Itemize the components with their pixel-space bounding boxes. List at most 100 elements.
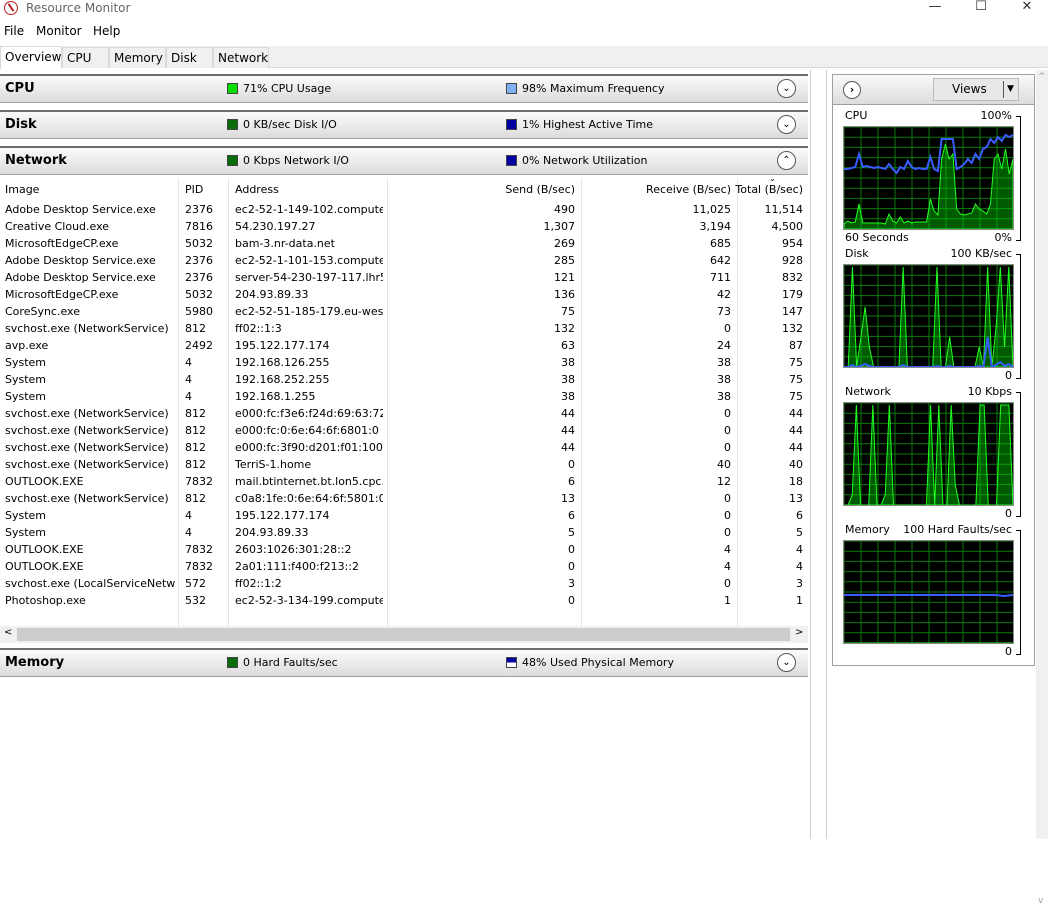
scroll-down-icon[interactable]: v bbox=[1038, 896, 1044, 906]
cell-pid: 7832 bbox=[185, 475, 213, 488]
table-row[interactable]: svchost.exe (LocalServiceNetwo... 572 ff02… bbox=[0, 576, 808, 593]
table-row[interactable]: svchost.exe (NetworkService) 812 c0a8:1fe:… bbox=[0, 491, 808, 508]
close-button[interactable]: ✕ bbox=[1021, 0, 1033, 14]
cpu-section-header[interactable]: CPU 71% CPU Usage 98% Maximum Frequency … bbox=[0, 74, 808, 103]
scroll-up-icon[interactable]: ^ bbox=[1038, 72, 1046, 82]
max-frequency-stat: 98% Maximum Frequency bbox=[522, 82, 665, 95]
table-row[interactable]: OUTLOOK.EXE 7832 2603:1026:301:28::2 0 4 4 bbox=[0, 542, 808, 559]
table-row[interactable]: MicrosoftEdgeCP.exe 5032 204.93.89.33 136 42… bbox=[0, 287, 808, 304]
graph-title: Network bbox=[845, 385, 891, 398]
views-dropdown-arrow-icon[interactable]: ▼ bbox=[1003, 81, 1017, 98]
table-row[interactable]: System 4 192.168.252.255 38 38 75 bbox=[0, 372, 808, 389]
used-memory-stat: 48% Used Physical Memory bbox=[522, 656, 674, 669]
cell-pid: 812 bbox=[185, 424, 206, 437]
cell-pid: 7832 bbox=[185, 560, 213, 573]
tab-disk[interactable]: Disk bbox=[166, 47, 213, 68]
hard-faults-stat: 0 Hard Faults/sec bbox=[243, 656, 338, 669]
table-row[interactable]: System 4 192.168.1.255 38 38 75 bbox=[0, 389, 808, 406]
cell-total: 179 bbox=[782, 288, 803, 301]
disk-section-header[interactable]: Disk 0 KB/sec Disk I/O 1% Highest Active… bbox=[0, 110, 808, 139]
table-row[interactable]: OUTLOOK.EXE 7832 mail.btinternet.bt.lon5.c… bbox=[0, 474, 808, 491]
collapse-panel-chevron-right-icon[interactable]: › bbox=[843, 81, 861, 99]
cell-image: svchost.exe (NetworkService) bbox=[5, 441, 169, 454]
menu-file[interactable]: File bbox=[4, 24, 25, 38]
cell-send: 0 bbox=[568, 543, 575, 556]
table-row[interactable]: Adobe Desktop Service.exe 2376 server-54-2… bbox=[0, 270, 808, 287]
cell-pid: 5980 bbox=[185, 305, 213, 318]
cell-pid: 5032 bbox=[185, 237, 213, 250]
cell-receive: 4 bbox=[724, 543, 731, 556]
graph-max-label: 10 Kbps bbox=[967, 385, 1012, 398]
table-row[interactable]: svchost.exe (NetworkService) 812 e000:fc:f… bbox=[0, 406, 808, 423]
tab-memory[interactable]: Memory bbox=[109, 47, 166, 68]
tab-cpu[interactable]: CPU bbox=[62, 47, 109, 68]
graph-title: Memory bbox=[845, 523, 890, 536]
cell-total: 4 bbox=[796, 560, 803, 573]
cell-image: OUTLOOK.EXE bbox=[5, 543, 84, 556]
collapse-chevron-up-icon[interactable]: ⌃ bbox=[777, 151, 796, 170]
cell-total: 40 bbox=[789, 458, 803, 471]
menu-monitor[interactable]: Monitor bbox=[36, 24, 82, 38]
cell-send: 136 bbox=[554, 288, 575, 301]
table-row[interactable]: avp.exe 2492 195.122.177.174 63 24 87 bbox=[0, 338, 808, 355]
cell-address: ec2-52-3-134-199.compute... bbox=[235, 594, 383, 607]
column-header-image[interactable]: Image bbox=[5, 183, 40, 196]
graph-timespan-label: 60 Seconds bbox=[845, 231, 909, 244]
cell-receive: 0 bbox=[724, 577, 731, 590]
active-time-stat: 1% Highest Active Time bbox=[522, 118, 653, 131]
column-header-total[interactable]: Total (B/sec) bbox=[735, 183, 803, 196]
memory-section-header[interactable]: Memory 0 Hard Faults/sec 48% Used Physic… bbox=[0, 648, 808, 677]
table-row[interactable]: CoreSync.exe 5980 ec2-52-51-185-179.eu-wes… bbox=[0, 304, 808, 321]
graph-max-label: 100 KB/sec bbox=[950, 247, 1012, 260]
network-section-header[interactable]: Network 0 Kbps Network I/O 0% Network Ut… bbox=[0, 146, 808, 175]
scroll-left-icon[interactable]: < bbox=[4, 627, 13, 638]
scroll-right-icon[interactable]: > bbox=[795, 627, 804, 638]
table-row[interactable]: MicrosoftEdgeCP.exe 5032 bam-3.nr-data.net… bbox=[0, 236, 808, 253]
cell-address: c0a8:1fe:0:6e:64:6f:5801:0 bbox=[235, 492, 383, 505]
menu-help[interactable]: Help bbox=[93, 24, 121, 38]
cell-send: 269 bbox=[554, 237, 575, 250]
table-row[interactable]: OUTLOOK.EXE 7832 2a01:111:f400:f213::2 0 4 4 bbox=[0, 559, 808, 576]
network-utilization-stat: 0% Network Utilization bbox=[522, 154, 648, 167]
cell-send: 44 bbox=[561, 424, 575, 437]
vertical-scrollbar[interactable]: ^ v bbox=[1036, 70, 1048, 906]
table-row[interactable]: Photoshop.exe 532 ec2-52-3-134-199.compute… bbox=[0, 593, 808, 610]
table-row[interactable]: Creative Cloud.exe 7816 54.230.197.27 1,307… bbox=[0, 219, 808, 236]
column-header-pid[interactable]: PID bbox=[185, 183, 204, 196]
table-row[interactable]: System 4 204.93.89.33 5 0 5 bbox=[0, 525, 808, 542]
cell-address: ec2-52-1-149-102.compute... bbox=[235, 203, 383, 216]
cell-receive: 38 bbox=[717, 373, 731, 386]
cell-image: System bbox=[5, 526, 47, 539]
graph-min-label: 0 bbox=[1005, 369, 1012, 382]
maximize-button[interactable]: ☐ bbox=[975, 0, 987, 14]
column-header-send[interactable]: Send (B/sec) bbox=[505, 183, 575, 196]
scrollbar-thumb[interactable] bbox=[17, 628, 790, 641]
cell-address: TerriS-1.home bbox=[235, 458, 312, 471]
expand-chevron-down-icon[interactable]: ⌄ bbox=[777, 115, 796, 134]
table-row[interactable]: System 4 195.122.177.174 6 0 6 bbox=[0, 508, 808, 525]
expand-chevron-down-icon[interactable]: ⌄ bbox=[777, 79, 796, 98]
tab-overview[interactable]: Overview bbox=[0, 46, 62, 69]
expand-chevron-down-icon[interactable]: ⌄ bbox=[777, 653, 796, 672]
column-header-address[interactable]: Address bbox=[235, 183, 279, 196]
table-row[interactable]: System 4 192.168.126.255 38 38 75 bbox=[0, 355, 808, 372]
table-row[interactable]: svchost.exe (NetworkService) 812 e000:fc:3… bbox=[0, 440, 808, 457]
cell-image: System bbox=[5, 390, 47, 403]
cell-total: 75 bbox=[789, 390, 803, 403]
cell-total: 44 bbox=[789, 407, 803, 420]
tab-network[interactable]: Network bbox=[213, 47, 269, 68]
column-header-receive[interactable]: Receive (B/sec) bbox=[646, 183, 731, 196]
cell-address: 2a01:111:f400:f213::2 bbox=[235, 560, 359, 573]
table-row[interactable]: Adobe Desktop Service.exe 2376 ec2-52-1-14… bbox=[0, 202, 808, 219]
views-button[interactable]: Views bbox=[933, 78, 1019, 101]
cell-send: 3 bbox=[568, 577, 575, 590]
minimize-button[interactable]: — bbox=[928, 0, 942, 14]
table-row[interactable]: svchost.exe (NetworkService) 812 TerriS-1.… bbox=[0, 457, 808, 474]
table-row[interactable]: Adobe Desktop Service.exe 2376 ec2-52-1-10… bbox=[0, 253, 808, 270]
table-row[interactable]: svchost.exe (NetworkService) 812 ff02::1:3… bbox=[0, 321, 808, 338]
cpu-usage-swatch bbox=[227, 83, 238, 94]
disk-io-stat: 0 KB/sec Disk I/O bbox=[243, 118, 337, 131]
cell-send: 132 bbox=[554, 322, 575, 335]
horizontal-scrollbar[interactable]: < > bbox=[0, 626, 808, 643]
table-row[interactable]: svchost.exe (NetworkService) 812 e000:fc:0… bbox=[0, 423, 808, 440]
